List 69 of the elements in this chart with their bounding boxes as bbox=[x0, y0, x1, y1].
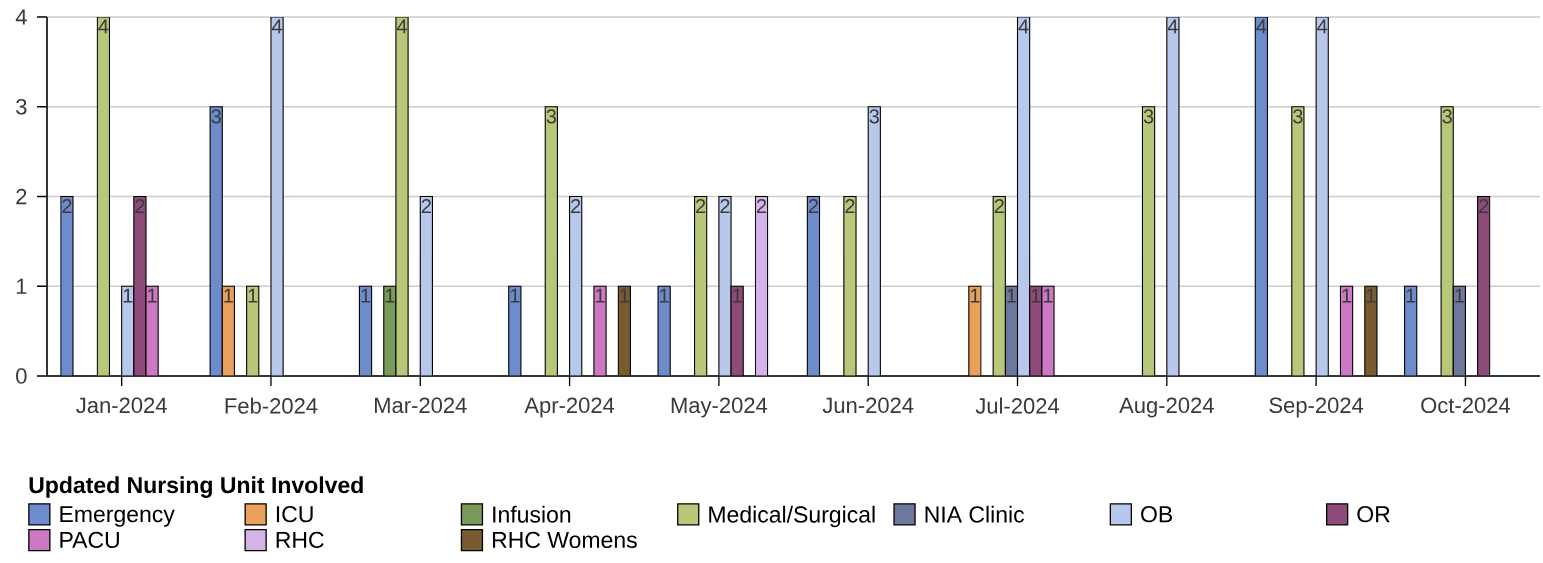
data-label: 2 bbox=[756, 199, 767, 214]
data-label: 1 bbox=[1007, 288, 1017, 303]
legend-label: NIA Clinic bbox=[925, 505, 1025, 523]
x-tick-label: Mar-2024 bbox=[375, 397, 467, 414]
legend-label: Emergency bbox=[60, 506, 175, 527]
y-tick-label: 0 bbox=[16, 368, 27, 384]
data-label: 1 bbox=[248, 288, 258, 303]
legend-label: OB bbox=[1141, 506, 1173, 523]
data-label: 4 bbox=[1256, 19, 1267, 34]
data-label: 2 bbox=[994, 199, 1004, 214]
data-label: 4 bbox=[1018, 19, 1029, 34]
data-label: 1 bbox=[620, 288, 629, 303]
data-label: 1 bbox=[385, 288, 395, 303]
data-label: 1 bbox=[1366, 288, 1376, 303]
x-tick-label: Jul-2024 bbox=[975, 397, 1060, 414]
data-label: 2 bbox=[720, 199, 730, 214]
x-tick-label: Jan-2024 bbox=[76, 397, 167, 414]
data-label: 2 bbox=[845, 199, 855, 214]
data-label: 1 bbox=[1406, 288, 1416, 303]
data-label: 1 bbox=[1342, 288, 1352, 303]
data-label: 3 bbox=[1293, 109, 1303, 124]
data-label: 3 bbox=[211, 109, 221, 124]
data-label: 2 bbox=[135, 199, 145, 214]
data-label: 1 bbox=[224, 288, 233, 303]
data-label: 1 bbox=[733, 288, 742, 303]
y-tick-label: 3 bbox=[16, 98, 27, 115]
legend-title: Updated Nursing Unit Involved bbox=[29, 476, 363, 498]
data-label: 4 bbox=[396, 19, 407, 34]
data-label: 3 bbox=[869, 109, 879, 124]
data-label: 1 bbox=[1043, 288, 1053, 303]
data-label: 3 bbox=[1143, 109, 1154, 124]
data-label: 2 bbox=[808, 199, 818, 214]
data-label: 1 bbox=[123, 288, 133, 303]
legend-label: OR bbox=[1357, 506, 1390, 523]
data-label: 4 bbox=[1167, 19, 1178, 34]
data-label: 2 bbox=[421, 199, 431, 214]
x-tick-label: Feb-2024 bbox=[225, 397, 318, 414]
x-tick-label: Apr-2024 bbox=[524, 397, 615, 418]
legend-label: ICU bbox=[276, 506, 313, 523]
data-label: 3 bbox=[1442, 109, 1452, 124]
data-label: 4 bbox=[1317, 19, 1328, 34]
data-label: 2 bbox=[1479, 199, 1489, 214]
x-tick-label: May-2024 bbox=[671, 397, 768, 418]
data-label: 1 bbox=[660, 288, 669, 303]
data-label: 2 bbox=[571, 199, 581, 214]
data-label: 1 bbox=[1031, 288, 1041, 303]
data-label: 1 bbox=[510, 288, 520, 303]
x-tick-label: Sep-2024 bbox=[1269, 397, 1364, 418]
legend-label: Infusion bbox=[493, 505, 571, 523]
x-tick-label: Jun-2024 bbox=[822, 397, 914, 414]
data-label: 1 bbox=[970, 288, 980, 303]
data-label: 1 bbox=[148, 288, 157, 303]
data-label: 2 bbox=[62, 199, 72, 214]
legend-label: PACU bbox=[60, 531, 119, 549]
data-label: 4 bbox=[98, 19, 109, 34]
legend-label: RHC Womens bbox=[492, 531, 637, 549]
data-label: 1 bbox=[361, 288, 371, 303]
data-label: 1 bbox=[595, 288, 605, 303]
legend-label: Medical/Surgical bbox=[709, 505, 875, 528]
data-label: 4 bbox=[271, 19, 283, 34]
y-tick-label: 4 bbox=[15, 9, 27, 25]
x-tick-label: Aug-2024 bbox=[1119, 397, 1214, 418]
data-label: 3 bbox=[546, 109, 557, 124]
x-tick-label: Oct-2024 bbox=[1421, 397, 1511, 414]
data-label: 2 bbox=[696, 199, 706, 214]
y-tick-label: 2 bbox=[16, 188, 27, 205]
y-tick-label: 1 bbox=[16, 278, 27, 294]
data-label: 1 bbox=[1455, 288, 1464, 303]
legend-label: RHC bbox=[276, 531, 324, 549]
